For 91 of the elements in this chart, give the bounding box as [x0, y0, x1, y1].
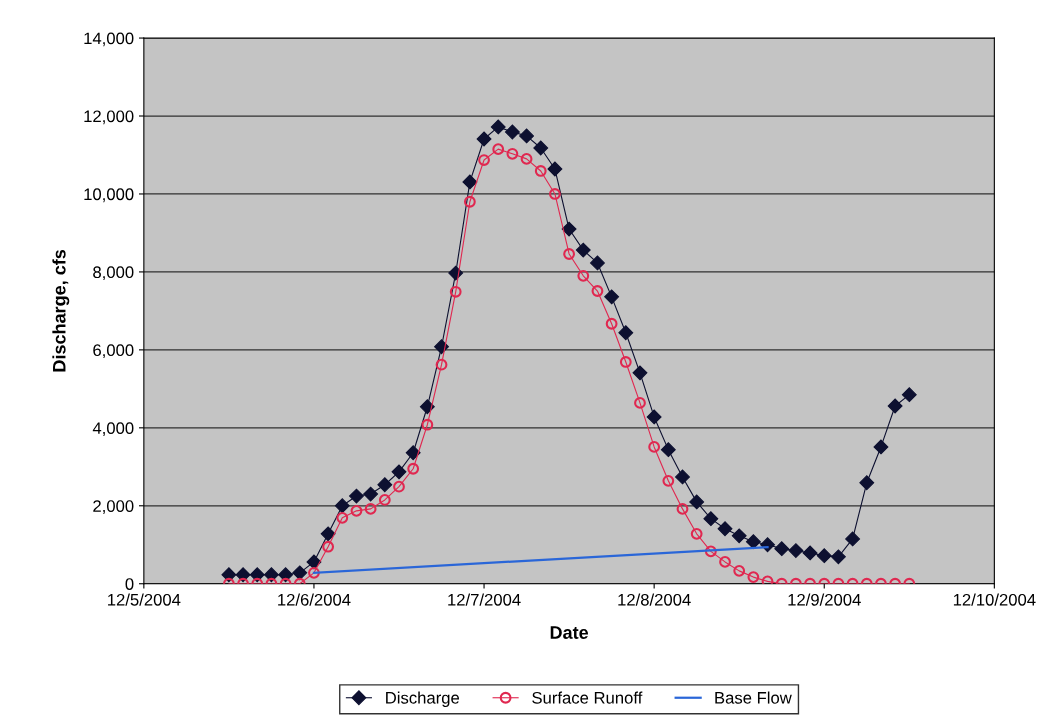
point — [690, 527, 703, 540]
point — [547, 161, 563, 177]
point — [887, 398, 903, 414]
point — [802, 545, 818, 561]
legend-label: Discharge — [386, 691, 460, 708]
point — [745, 534, 761, 550]
y-tick-label: 0 — [125, 578, 134, 590]
point — [719, 556, 731, 568]
point — [619, 356, 632, 368]
point — [378, 494, 391, 506]
point — [591, 285, 604, 297]
point — [830, 549, 846, 565]
point — [845, 531, 861, 547]
point — [476, 131, 492, 147]
point — [364, 503, 377, 515]
point — [662, 474, 675, 487]
legend-label: Base Flow — [715, 691, 792, 704]
point — [350, 504, 363, 517]
point — [504, 124, 520, 140]
point — [660, 442, 676, 458]
point — [632, 365, 648, 381]
point — [618, 325, 634, 341]
x-axis-title: Date — [550, 626, 589, 639]
point — [519, 128, 535, 144]
x-tick-label: 12/7/2004 — [448, 593, 521, 606]
x-tick-label: 12/9/2004 — [788, 593, 861, 606]
point — [648, 441, 661, 453]
point — [901, 387, 917, 403]
point — [336, 511, 349, 524]
point — [478, 154, 490, 166]
y-tick-label: 4,000 — [92, 422, 134, 436]
point — [419, 399, 435, 415]
point — [605, 317, 618, 330]
point — [463, 195, 476, 208]
point — [533, 140, 549, 156]
point — [449, 285, 462, 298]
point — [534, 165, 547, 177]
point — [774, 541, 790, 557]
point — [816, 548, 832, 564]
point — [590, 255, 605, 271]
point — [308, 566, 320, 579]
point — [675, 469, 690, 485]
point — [435, 358, 448, 371]
point — [549, 188, 561, 200]
point — [717, 521, 733, 537]
y-tick-label: 14,000 — [84, 32, 134, 47]
point — [322, 540, 335, 553]
point — [733, 564, 746, 577]
point — [292, 565, 308, 581]
point — [506, 147, 519, 160]
point — [703, 511, 719, 527]
point — [405, 445, 421, 461]
point — [561, 221, 577, 237]
point — [520, 152, 533, 165]
point — [563, 248, 575, 260]
point — [704, 545, 717, 558]
x-tick-label: 12/8/2004 — [618, 593, 691, 606]
point — [788, 543, 804, 559]
x-tick-label: 12/6/2004 — [278, 593, 351, 606]
point — [577, 269, 590, 282]
point — [377, 477, 393, 493]
point — [391, 464, 407, 480]
point — [363, 486, 379, 502]
point — [731, 528, 747, 544]
x-tick-label: 12/10/2004 — [953, 593, 1036, 606]
point — [604, 289, 620, 305]
legend-label: Surface Runoff — [532, 691, 643, 704]
point — [407, 462, 420, 475]
y-tick-label: 10,000 — [84, 188, 134, 203]
point — [747, 571, 760, 584]
point — [676, 503, 689, 515]
point — [575, 242, 591, 258]
point — [646, 409, 662, 425]
y-tick-label: 8,000 — [93, 266, 134, 281]
point — [492, 143, 505, 156]
point — [334, 498, 350, 514]
x-tick-label: 12/5/2004 — [108, 593, 181, 606]
point — [349, 488, 364, 504]
y-tick-label: 2,000 — [93, 500, 134, 514]
point — [859, 475, 875, 491]
point — [689, 494, 705, 510]
point — [320, 526, 336, 542]
point — [873, 439, 889, 455]
point — [490, 119, 506, 135]
y-axis-title: Discharge, cfs — [52, 249, 70, 372]
point — [634, 396, 646, 409]
point — [462, 174, 478, 190]
y-tick-label: 6,000 — [93, 344, 134, 359]
y-tick-label: 12,000 — [84, 110, 134, 125]
point — [393, 480, 405, 493]
point — [421, 418, 434, 431]
